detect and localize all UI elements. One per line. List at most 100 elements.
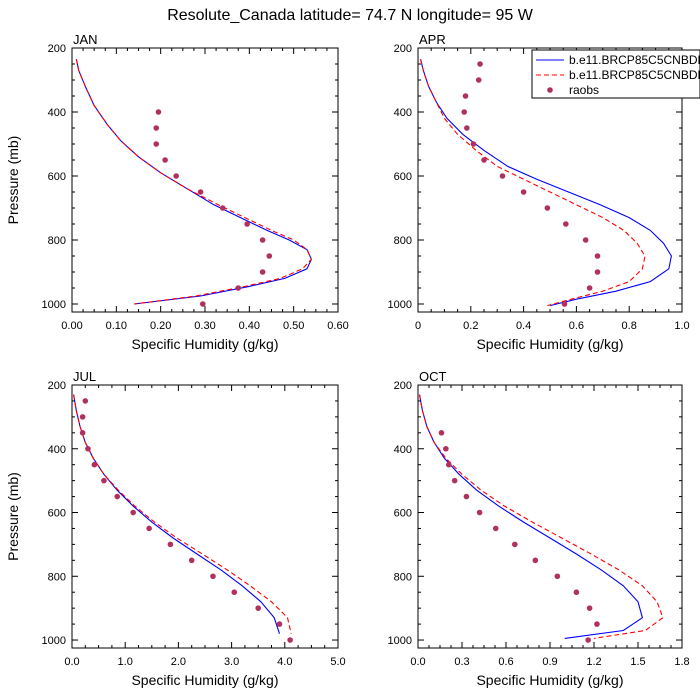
x-tick-label: 1.8 (674, 656, 689, 668)
y-axis-label: Pressure (mb) (5, 136, 21, 225)
model-dashed-line (420, 59, 646, 307)
x-tick-label: 3.0 (224, 656, 239, 668)
x-tick-label: 0.8 (622, 320, 637, 332)
raobs-point (153, 125, 160, 131)
raobs-point (594, 269, 601, 275)
x-axis-label: Specific Humidity (g/kg) (131, 672, 278, 688)
raobs-point (464, 125, 470, 131)
raobs-point (188, 557, 195, 564)
raobs-point (492, 525, 499, 532)
y-tick-label: 400 (394, 107, 412, 119)
model-solid-line (75, 59, 313, 305)
raobs-point (167, 541, 174, 548)
raobs-point (476, 509, 483, 516)
raobs-point (199, 301, 206, 307)
raobs-point (235, 285, 242, 291)
raobs-point (594, 621, 600, 627)
raobs-point (173, 173, 179, 179)
raobs-point (91, 461, 98, 468)
raobs-point (231, 589, 238, 596)
y-tick-label: 800 (48, 235, 66, 247)
legend-marker (547, 87, 553, 93)
y-tick-label: 200 (394, 43, 412, 55)
raobs-point (266, 253, 273, 259)
y-tick-label: 600 (48, 508, 66, 520)
raobs-point (499, 173, 506, 179)
x-tick-label: 1.2 (586, 656, 601, 668)
raobs-point (481, 157, 487, 163)
raobs-point (255, 605, 261, 611)
x-tick-label: 0.9 (542, 656, 557, 668)
raobs-point (532, 557, 539, 564)
x-tick-label: 0.60 (327, 320, 348, 332)
y-tick-label: 200 (48, 43, 66, 55)
x-tick-label: 1.0 (118, 656, 133, 668)
y-tick-label: 600 (48, 171, 66, 183)
y-tick-label: 400 (394, 444, 412, 456)
y-tick-label: 1000 (42, 635, 66, 647)
raobs-point (259, 237, 266, 243)
raobs-point (451, 477, 458, 484)
x-tick-label: 1.0 (674, 320, 689, 332)
raobs-point (463, 493, 470, 500)
raobs-point (446, 461, 452, 468)
model-solid-line (73, 394, 281, 634)
legend-box (531, 49, 700, 99)
y-axis-label: Pressure (mb) (5, 472, 21, 561)
x-tick-label: 0.20 (150, 320, 171, 332)
raobs-point (79, 430, 86, 436)
raobs-point (287, 637, 293, 643)
raobs-point (461, 109, 468, 115)
x-tick-label: 0.30 (194, 320, 215, 332)
raobs-point (586, 285, 593, 291)
model-solid-line (418, 394, 644, 639)
panel-jul: JUL 0.0 1.0 2.0 3.0 4.0 5.0 200 400 600 800 1000 Spe… (5, 369, 346, 688)
x-tick-label: 0.40 (239, 320, 260, 332)
panel-apr: APR 0 0.2 0.4 0.6 0.8 1.0 200 400 600 800 1000 Speci… (388, 32, 690, 352)
raobs-point (162, 157, 168, 163)
raobs-point (520, 189, 527, 195)
raobs-point (462, 93, 469, 99)
raobs-point (244, 221, 250, 227)
raobs-point (585, 637, 591, 643)
x-tick-label: 0.0 (64, 656, 79, 668)
x-tick-label: 0.6 (569, 320, 584, 332)
y-tick-label: 600 (394, 171, 412, 183)
x-tick-label: 0.2 (463, 320, 478, 332)
raobs-point (544, 205, 551, 211)
raobs-point (146, 525, 152, 532)
panel-label: APR (419, 32, 446, 47)
y-tick-label: 400 (48, 107, 66, 119)
legend: b.e11.BRCP85C5CNBDRDb.e11.BRCP85C5CNBDRD… (531, 49, 700, 99)
x-axis-label: Specific Humidity (g/kg) (476, 672, 623, 688)
raobs-point (130, 509, 136, 516)
raobs-point (573, 589, 580, 596)
x-tick-label: 0.6 (498, 656, 513, 668)
x-tick-label: 0.4 (516, 320, 531, 332)
y-tick-label: 1000 (42, 299, 66, 311)
model-dashed-line (418, 394, 664, 639)
plot-frame (417, 384, 683, 649)
x-tick-label: 4.0 (277, 656, 292, 668)
x-tick-label: 0.50 (283, 320, 304, 332)
raobs-point (477, 61, 483, 67)
x-tick-label: 2.0 (171, 656, 186, 668)
raobs-point (85, 445, 91, 452)
y-tick-label: 400 (48, 444, 66, 456)
raobs-point (563, 221, 569, 227)
legend-label: b.e11.BRCP85C5CNBDRD (569, 53, 700, 67)
x-tick-label: 1.5 (630, 656, 645, 668)
legend-label: b.e11.BRCP85C5CNBDRD (569, 68, 700, 82)
raobs-point (594, 253, 601, 259)
x-tick-label: 0.3 (454, 656, 469, 668)
x-axis-label: Specific Humidity (g/kg) (476, 336, 623, 352)
panel-label: OCT (419, 369, 447, 384)
figure-title: Resolute_Canada latitude= 74.7 N longitu… (167, 7, 533, 24)
raobs-point (438, 430, 445, 436)
y-tick-label: 600 (394, 508, 412, 520)
raobs-point (470, 141, 477, 147)
legend-label: raobs (569, 83, 599, 97)
model-dashed-line (73, 394, 292, 634)
y-tick-label: 800 (394, 571, 412, 583)
